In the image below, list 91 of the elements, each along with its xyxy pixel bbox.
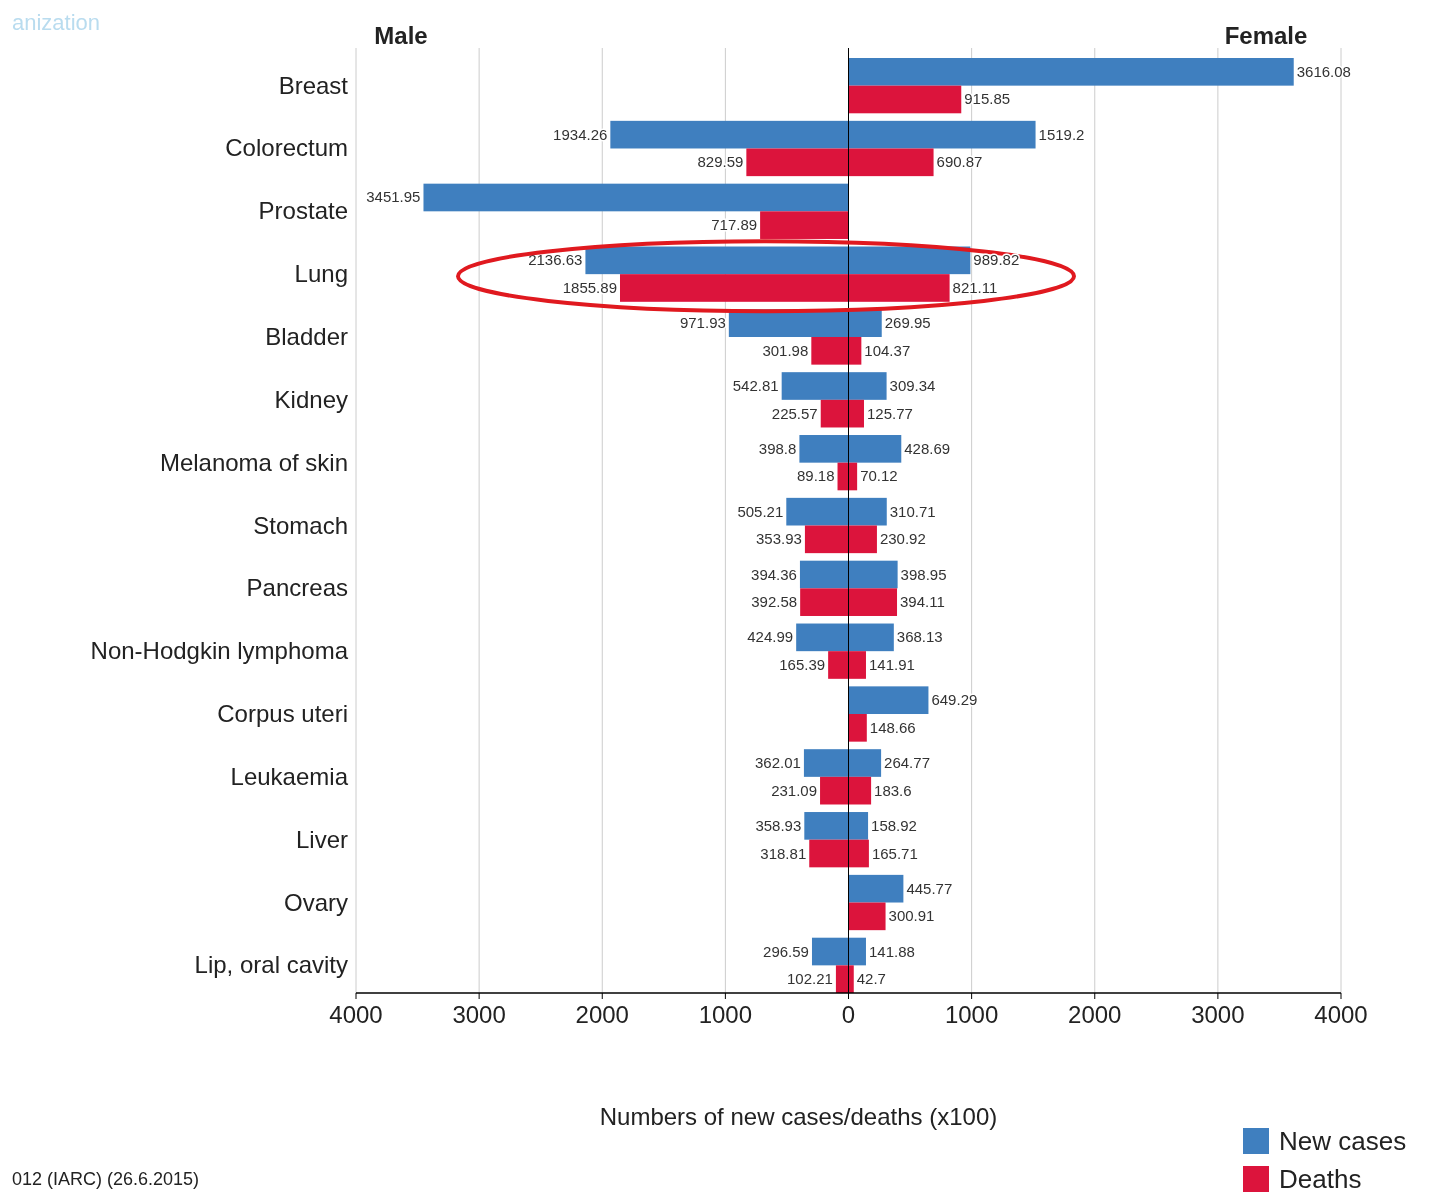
data-label: 3616.08 [1296,62,1351,80]
data-label: 505.21 [737,502,784,520]
data-label: 225.57 [771,404,818,422]
data-label: 394.36 [751,565,797,583]
data-label: 141.91 [868,656,915,673]
data-label: 269.95 [884,314,931,332]
data-label: 717.89 [711,216,758,234]
chart-title: Male [374,22,428,49]
data-label: 158.92 [871,816,917,834]
data-label: 989.82 [973,251,1020,269]
data-label: 649.29 [931,691,978,709]
y-tick-label: Ovary [283,888,348,916]
data-label: 318.81 [760,844,807,862]
data-label: 2136.63 [528,251,583,269]
data-label: 542.81 [732,377,779,394]
data-label: 183.6 [874,781,912,799]
y-tick-label: Melanoma of skin [159,448,348,476]
data-label: 398.8 [758,439,797,457]
data-label: 915.85 [964,90,1011,108]
y-tick-label: Bladder [265,322,348,350]
data-label: 1519.2 [1038,125,1085,143]
y-tick-label: Lung [294,260,348,288]
x-tick-label: 2000 [575,1001,629,1028]
legend-label: New cases [1279,1126,1407,1156]
y-tick-label: Kidney [274,385,348,413]
data-label: 89.18 [796,467,835,485]
data-label: 353.93 [756,530,802,548]
bar [848,714,867,742]
data-label: 368.13 [896,628,943,646]
data-label: 445.77 [906,879,953,897]
data-label: 70.12 [860,467,898,485]
x-tick-label: 2000 [1068,1001,1122,1028]
data-label: 821.11 [952,278,998,296]
data-label: 309.34 [889,377,936,394]
x-tick-label: 3000 [452,1001,506,1028]
bar [848,58,1294,86]
data-label: 1855.89 [562,278,617,296]
data-label: 424.99 [747,628,794,646]
bar [848,85,962,114]
y-tick-label: Pancreas [246,574,348,602]
y-tick-label: Prostate [258,197,348,225]
data-label: 296.59 [763,942,809,960]
legend-label: Deaths [1279,1164,1362,1192]
y-tick-label: Colorectum [225,134,348,162]
text: anization [12,10,101,35]
data-label: 231.09 [771,781,818,799]
text: 012 (IARC) (26.6.2015) [12,1169,200,1189]
x-axis-title: Numbers of new cases/deaths (x100) [599,1103,998,1130]
x-tick-label: 1000 [698,1001,753,1028]
data-label: 358.93 [755,816,802,834]
data-label: 42.7 [856,970,886,988]
data-label: 829.59 [697,153,744,171]
data-label: 300.91 [888,907,935,925]
y-tick-label: Breast [278,71,349,99]
bar [423,183,849,212]
y-tick-label: Corpus uteri [217,700,348,728]
x-tick-label: 1000 [944,1001,999,1028]
data-label: 971.93 [679,314,726,332]
x-tick-label: 3000 [1191,1001,1245,1028]
x-tick-label: 0 [841,1001,856,1028]
bar [848,902,886,931]
data-label: 125.77 [866,404,913,422]
y-tick-label: Lip, oral cavity [194,951,348,979]
x-tick-label: 4000 [329,1001,383,1028]
data-label: 1934.26 [553,125,608,143]
data-label: 362.01 [755,754,801,772]
data-label: 165.71 [871,844,918,862]
data-label: 264.77 [884,754,930,772]
y-tick-label: Liver [295,825,348,853]
data-label: 310.71 [889,502,936,520]
x-tick-label: 4000 [1314,1001,1368,1028]
chart-title: Female [1224,22,1308,49]
data-label: 690.87 [936,153,983,171]
data-label: 3451.95 [366,188,421,206]
bar [848,686,929,715]
y-tick-label: Stomach [253,511,348,539]
bar [760,211,849,239]
data-label: 141.88 [868,942,915,960]
y-tick-label: Non-Hodgkin lymphoma [90,637,349,665]
bar [848,874,904,903]
data-label: 104.37 [864,341,911,359]
data-label: 392.58 [751,593,798,611]
data-label: 428.69 [904,439,951,457]
data-label: 398.95 [900,565,947,583]
data-label: 148.66 [869,718,916,736]
data-label: 230.92 [879,530,926,548]
data-label: 301.98 [762,341,809,359]
data-label: 394.11 [900,593,945,611]
y-tick-label: Leukaemia [230,762,349,790]
data-label: 165.39 [779,656,826,673]
data-label: 102.21 [787,970,833,988]
